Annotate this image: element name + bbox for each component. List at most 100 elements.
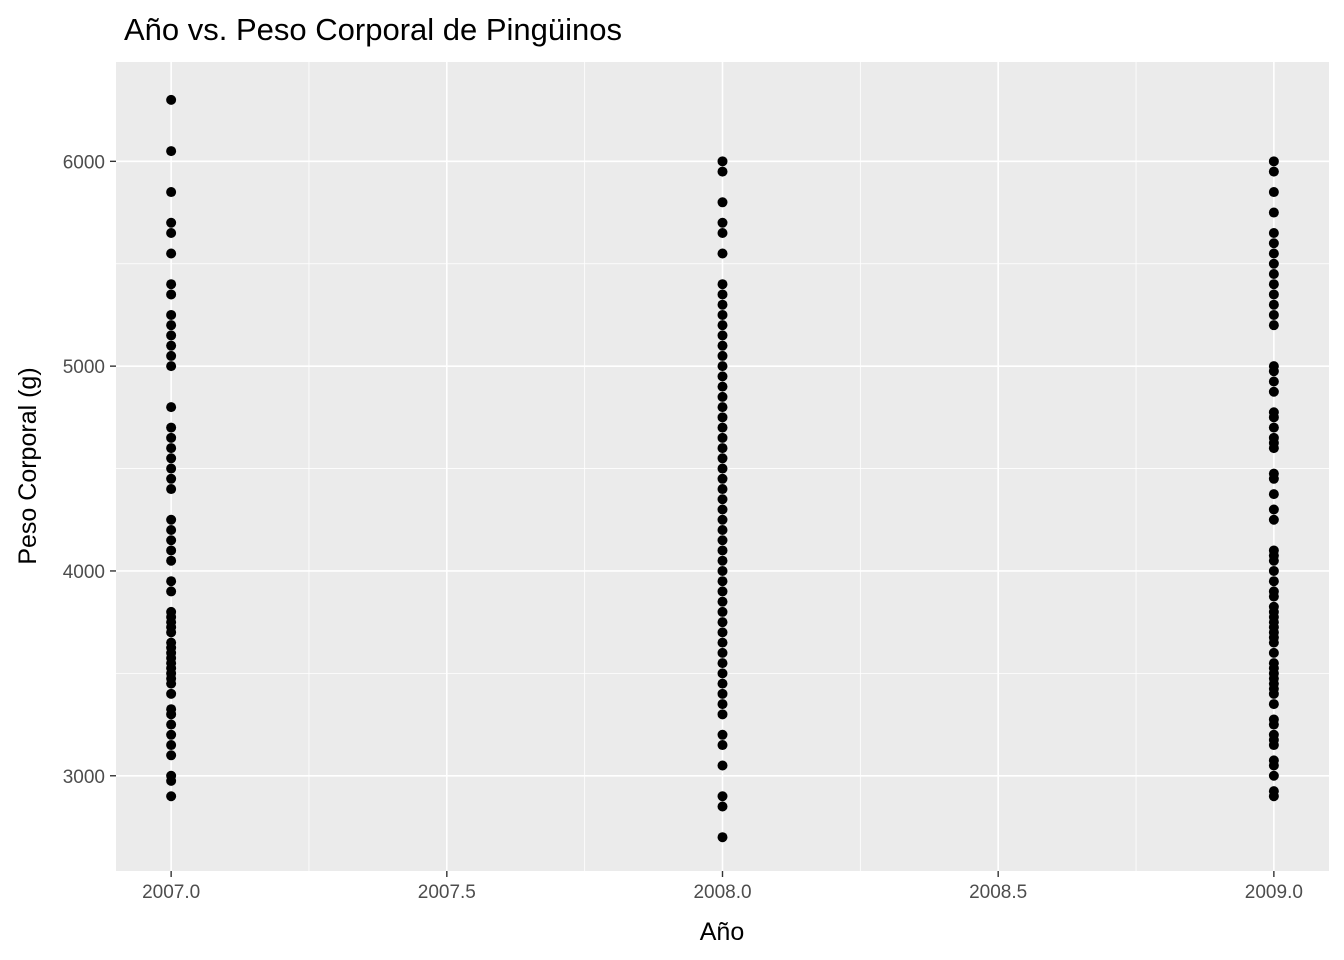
x-tick-label: 2007.5 — [418, 882, 476, 903]
data-point — [717, 576, 728, 587]
data-point — [717, 729, 728, 740]
data-point — [717, 494, 728, 505]
data-point — [1268, 376, 1279, 387]
data-point — [717, 279, 728, 290]
data-point — [166, 688, 177, 699]
data-point — [717, 391, 728, 402]
data-point — [166, 586, 177, 597]
data-point — [1268, 755, 1279, 766]
data-point — [166, 740, 177, 751]
data-point — [717, 453, 728, 464]
data-point — [1268, 545, 1279, 556]
data-point — [1268, 228, 1279, 239]
data-point — [1268, 361, 1279, 372]
data-point — [717, 371, 728, 382]
data-point — [1268, 248, 1279, 259]
data-point — [717, 606, 728, 617]
data-point — [166, 361, 177, 372]
y-tick-label: 3000 — [63, 767, 105, 788]
data-point — [717, 197, 728, 208]
data-point — [1268, 586, 1279, 597]
y-tick-label: 4000 — [63, 562, 105, 583]
data-point — [1268, 320, 1279, 331]
data-point — [1268, 647, 1279, 658]
data-point — [1268, 504, 1279, 515]
data-point — [717, 596, 728, 607]
data-point — [717, 432, 728, 443]
data-point — [717, 299, 728, 310]
data-point — [166, 187, 177, 198]
data-point — [717, 709, 728, 720]
data-point — [166, 279, 177, 290]
data-point — [1268, 770, 1279, 781]
data-point — [717, 535, 728, 546]
data-point — [717, 350, 728, 361]
x-tick-label: 2008.5 — [969, 882, 1027, 903]
data-point — [717, 289, 728, 300]
data-point — [166, 791, 177, 802]
data-point — [717, 545, 728, 556]
data-point — [717, 473, 728, 484]
x-tick-label: 2008.0 — [693, 882, 751, 903]
x-axis-ticks: 2007.0 2007.5 2008.0 2008.5 2009.0 — [142, 871, 1303, 903]
data-point — [166, 432, 177, 443]
x-axis-title: Año — [700, 918, 744, 946]
data-point — [717, 504, 728, 515]
data-point — [1268, 299, 1279, 310]
data-point — [717, 617, 728, 628]
data-point — [717, 658, 728, 669]
data-point — [166, 248, 177, 259]
data-point — [166, 443, 177, 454]
data-point — [717, 627, 728, 638]
data-point — [1268, 786, 1279, 797]
data-point — [166, 320, 177, 331]
data-point — [1268, 576, 1279, 587]
data-point — [1268, 514, 1279, 525]
data-point — [717, 586, 728, 597]
data-point — [717, 801, 728, 812]
data-point — [166, 330, 177, 341]
data-point — [166, 576, 177, 587]
data-point — [717, 647, 728, 658]
chart-title: Año vs. Peso Corporal de Pingüinos — [124, 12, 622, 47]
data-point — [166, 146, 177, 157]
data-point — [1268, 238, 1279, 249]
data-point — [717, 791, 728, 802]
data-point — [717, 422, 728, 433]
data-point — [166, 524, 177, 535]
data-point — [1268, 729, 1279, 740]
data-point — [717, 381, 728, 392]
y-axis-ticks: 3000 4000 5000 6000 — [63, 152, 116, 788]
data-point — [717, 524, 728, 535]
data-point — [1268, 156, 1279, 167]
data-point — [717, 412, 728, 423]
data-point — [717, 166, 728, 177]
data-point — [1268, 187, 1279, 198]
data-point — [166, 289, 177, 300]
data-point — [717, 320, 728, 331]
data-point — [166, 729, 177, 740]
data-point — [1268, 258, 1279, 269]
data-point — [166, 309, 177, 320]
data-point — [166, 606, 177, 617]
data-point — [717, 463, 728, 474]
data-point — [717, 688, 728, 699]
data-point — [166, 637, 177, 648]
data-point — [1268, 699, 1279, 710]
data-point — [717, 637, 728, 648]
data-point — [1268, 601, 1279, 612]
data-point — [717, 402, 728, 413]
data-point — [717, 699, 728, 710]
data-point — [1268, 309, 1279, 320]
data-point — [1268, 565, 1279, 576]
x-tick-label: 2009.0 — [1245, 882, 1303, 903]
data-point — [1268, 407, 1279, 418]
data-point — [1268, 658, 1279, 669]
y-tick-label: 5000 — [63, 357, 105, 378]
data-point — [717, 309, 728, 320]
data-point — [166, 514, 177, 525]
data-point — [717, 555, 728, 566]
data-point — [166, 453, 177, 464]
data-point — [717, 443, 728, 454]
